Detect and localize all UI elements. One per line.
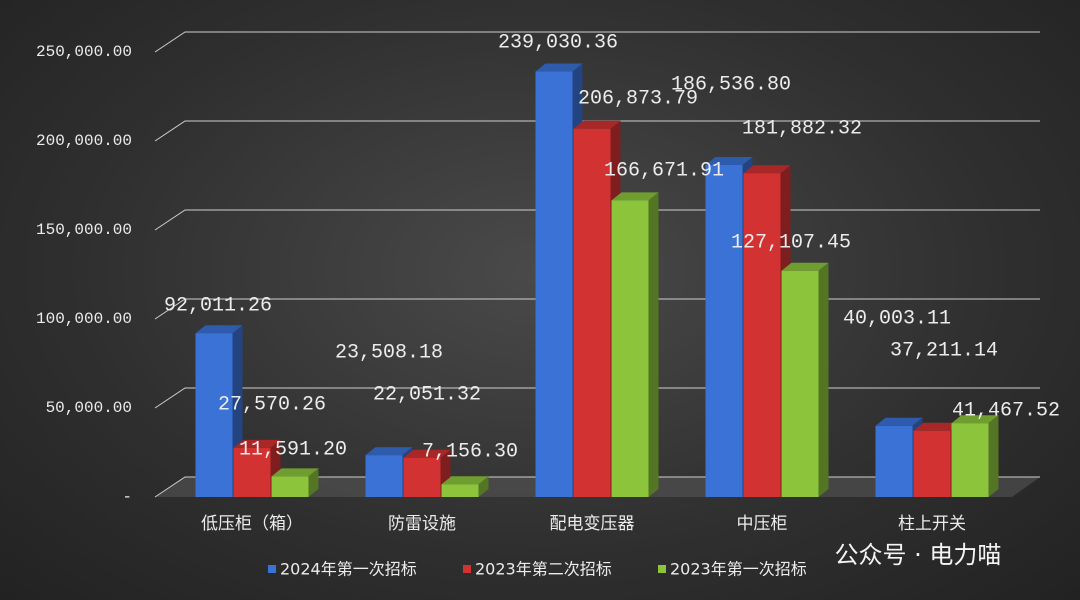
bar-side: [988, 415, 999, 497]
value-label: 92,011.26: [164, 294, 272, 317]
value-label: 27,570.26: [218, 393, 326, 416]
legend-marker: [658, 565, 666, 573]
bar: [441, 484, 479, 497]
bar: [913, 430, 951, 497]
bar: [611, 200, 649, 497]
bar-top: [195, 325, 243, 334]
x-tick-label: 柱上开关: [898, 514, 966, 534]
legend-label: 2023年第二次招标: [475, 560, 612, 579]
value-label: 206,873.79: [578, 87, 698, 110]
value-label: 23,508.18: [335, 341, 443, 364]
y-tick-label: 200,000.00: [36, 132, 132, 150]
value-label: 181,882.32: [742, 117, 862, 140]
bar-top: [743, 165, 791, 174]
value-label: 40,003.11: [843, 307, 951, 330]
bar-side: [818, 262, 829, 497]
x-tick-label: 低压柜（箱）: [201, 514, 303, 534]
bar: [573, 128, 611, 497]
x-tick-label: 防雷设施: [388, 514, 456, 534]
bar-top: [441, 476, 489, 485]
value-label: 11,591.20: [239, 438, 347, 461]
bar: [535, 71, 573, 497]
x-tick-label: 中压柜: [737, 514, 788, 534]
bar-top: [705, 156, 753, 165]
value-label: 41,467.52: [952, 399, 1060, 422]
value-label: 239,030.36: [498, 31, 618, 54]
legend-label: 2023年第一次招标: [670, 560, 807, 579]
grid-line: [154, 120, 1040, 142]
watermark: 公众号 · 电力喵: [835, 541, 1002, 569]
grid-line: [154, 31, 1040, 53]
bar: [271, 476, 309, 497]
bar-top: [365, 447, 413, 456]
value-label: 127,107.45: [731, 231, 851, 254]
bar-top: [951, 415, 999, 424]
legend-marker: [268, 565, 276, 573]
value-label: 7,156.30: [422, 440, 518, 463]
bar-side: [308, 468, 319, 497]
bar-top: [403, 449, 451, 458]
bar-top: [913, 422, 961, 431]
y-tick-label: 250,000.00: [36, 43, 132, 61]
bar-top: [611, 192, 659, 201]
bar: [403, 457, 441, 497]
bar: [195, 333, 233, 497]
y-tick-label: -: [122, 488, 132, 506]
bar-side: [478, 476, 489, 497]
value-label: 22,051.32: [373, 383, 481, 406]
bar-side: [648, 192, 659, 497]
y-tick-label: 50,000.00: [46, 399, 132, 417]
bar: [951, 423, 989, 497]
y-tick-label: 100,000.00: [36, 310, 132, 328]
y-tick-label: 150,000.00: [36, 221, 132, 239]
bar-top: [535, 63, 583, 72]
bar: [875, 425, 913, 497]
bar-top: [573, 120, 621, 129]
legend-label: 2024年第一次招标: [280, 560, 417, 579]
legend-marker: [463, 565, 471, 573]
bar: [233, 447, 271, 497]
bar-top: [781, 262, 829, 271]
bar: [743, 173, 781, 498]
value-label: 186,536.80: [671, 73, 791, 96]
bar: [705, 164, 743, 498]
value-label: 166,671.91: [604, 159, 724, 182]
value-label: 37,211.14: [890, 339, 998, 362]
bar-top: [271, 468, 319, 477]
bar: [781, 270, 819, 497]
x-tick-label: 配电变压器: [550, 514, 635, 534]
bar-top: [233, 439, 281, 448]
bar: [365, 455, 403, 497]
bar-top: [875, 417, 923, 426]
